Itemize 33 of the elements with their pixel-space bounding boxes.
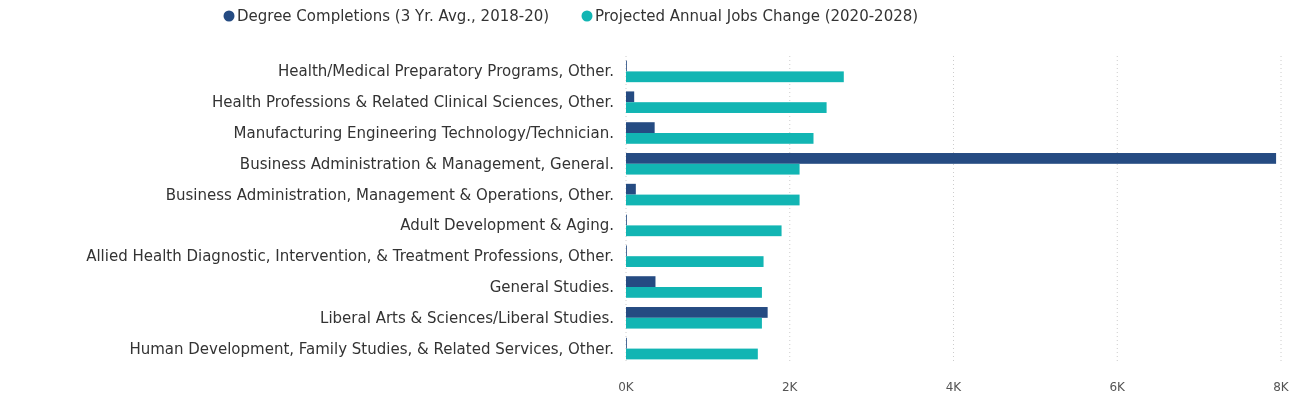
y-tick-label: Health Professions & Related Clinical Sciences, Other.	[212, 93, 614, 112]
bar	[626, 348, 758, 360]
bar	[626, 183, 636, 195]
y-tick-label: Business Administration & Management, General.	[239, 154, 614, 173]
y-tick-label: Human Development, Family Studies, & Related Services, Other.	[129, 339, 614, 358]
bar	[626, 317, 762, 329]
legend-label: Degree Completions (3 Yr. Avg., 2018-20)	[237, 7, 550, 25]
x-tick-label: 4K	[945, 380, 963, 394]
bar	[626, 307, 768, 318]
x-tick-label: 2K	[781, 380, 799, 394]
legend-label: Projected Annual Jobs Change (2020-2028)	[595, 7, 919, 25]
y-tick-label: General Studies.	[489, 278, 614, 296]
bar	[626, 225, 782, 237]
bar	[626, 122, 655, 133]
bar	[626, 133, 814, 144]
y-tick-label: Business Administration, Management & Operations, Other.	[165, 185, 614, 204]
y-tick-label: Allied Health Diagnostic, Intervention, & Treatment Professions, Other.	[86, 247, 614, 266]
y-tick-label: Liberal Arts & Sciences/Liberal Studies.	[320, 308, 614, 327]
bar	[626, 71, 844, 83]
bar	[626, 153, 1277, 164]
x-tick-label: 8K	[1273, 380, 1290, 394]
y-tick-label: Health/Medical Preparatory Programs, Other.	[278, 62, 614, 81]
bar	[626, 102, 827, 113]
bar	[626, 276, 656, 287]
bar	[626, 256, 764, 267]
bar	[626, 194, 800, 206]
bar	[626, 91, 635, 103]
y-tick-label: Adult Development & Aging.	[400, 216, 614, 235]
y-tick-label: Manufacturing Engineering Technology/Technician.	[233, 124, 614, 142]
bar	[626, 163, 800, 175]
x-tick-label: 6K	[1109, 380, 1127, 394]
bar	[626, 287, 762, 298]
x-tick-label: 0K	[618, 380, 635, 394]
